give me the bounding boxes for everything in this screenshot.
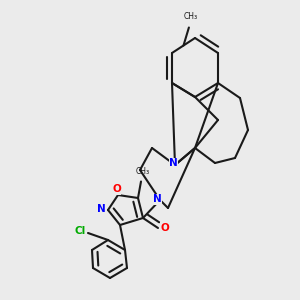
Text: CH₃: CH₃ — [135, 167, 150, 176]
Text: N: N — [97, 203, 106, 214]
Text: N: N — [169, 158, 178, 169]
Text: O: O — [160, 223, 169, 233]
Text: N: N — [153, 194, 162, 204]
Text: O: O — [112, 184, 121, 194]
Text: CH₃: CH₃ — [183, 12, 197, 21]
Text: Cl: Cl — [75, 226, 86, 236]
